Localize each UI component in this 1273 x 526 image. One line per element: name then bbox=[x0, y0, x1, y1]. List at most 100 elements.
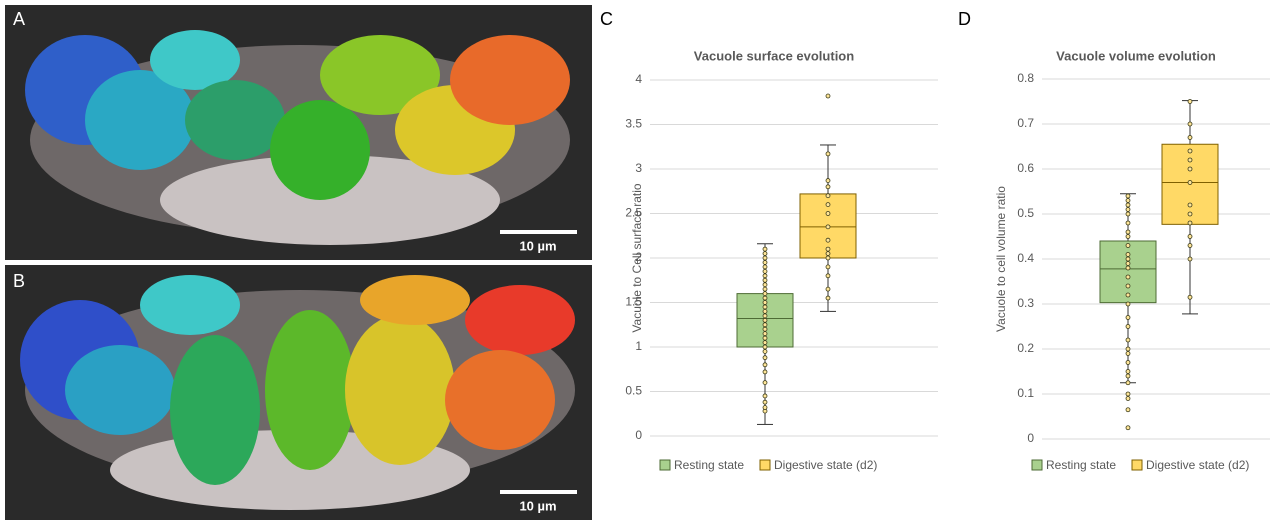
data-point bbox=[762, 313, 768, 319]
data-point bbox=[825, 184, 831, 190]
y-tick-label: 2.5 bbox=[625, 206, 642, 220]
data-point bbox=[762, 308, 768, 314]
data-point bbox=[825, 295, 831, 301]
data-point bbox=[1125, 425, 1131, 431]
legend-label: Digestive state (d2) bbox=[1146, 458, 1249, 472]
data-point bbox=[762, 282, 768, 288]
data-point bbox=[825, 237, 831, 243]
data-point bbox=[762, 260, 768, 265]
shape bbox=[150, 30, 240, 90]
data-point bbox=[825, 93, 831, 99]
data-point bbox=[1125, 265, 1131, 271]
data-point bbox=[825, 211, 831, 216]
data-point bbox=[1125, 315, 1131, 320]
y-tick-label: 1 bbox=[635, 339, 642, 353]
data-point bbox=[1187, 234, 1193, 239]
data-point bbox=[1125, 234, 1131, 239]
data-point bbox=[762, 405, 768, 410]
data-point bbox=[762, 317, 768, 323]
shape bbox=[320, 35, 440, 115]
shape bbox=[445, 350, 555, 450]
data-point bbox=[762, 349, 768, 354]
data-point bbox=[1187, 99, 1193, 104]
data-point bbox=[1125, 351, 1131, 356]
shape bbox=[270, 100, 370, 200]
data-point bbox=[1125, 360, 1131, 365]
data-point bbox=[1125, 373, 1131, 379]
data-point bbox=[1125, 207, 1131, 212]
data-point bbox=[762, 291, 768, 297]
data-point bbox=[762, 380, 768, 386]
data-point bbox=[762, 331, 768, 337]
data-point bbox=[825, 202, 831, 208]
data-point bbox=[1125, 243, 1131, 248]
data-point bbox=[1125, 292, 1131, 298]
image-b: 10 µm B bbox=[5, 265, 592, 520]
data-point bbox=[1125, 193, 1131, 199]
scale-bar-label: 10 µm bbox=[519, 498, 556, 513]
data-point bbox=[762, 355, 768, 361]
data-point bbox=[825, 255, 831, 261]
data-point bbox=[1125, 324, 1131, 329]
image-a: 10 µm A bbox=[5, 5, 592, 260]
legend-swatch bbox=[659, 459, 671, 471]
data-point bbox=[762, 322, 768, 328]
data-point bbox=[1125, 369, 1131, 374]
panel-label: A bbox=[13, 9, 25, 29]
legend-label: Resting state bbox=[674, 458, 744, 472]
y-axis-label: Vacuole to cell volume ratio bbox=[994, 186, 1008, 332]
data-point bbox=[762, 340, 768, 345]
y-axis-label: Vacuole to Cell surface ratio bbox=[630, 183, 644, 333]
data-point bbox=[1187, 157, 1193, 163]
panel-label: B bbox=[13, 271, 25, 291]
data-point bbox=[1187, 166, 1193, 172]
data-point bbox=[1187, 180, 1193, 185]
data-point bbox=[762, 399, 768, 405]
data-point bbox=[1125, 407, 1131, 413]
data-point bbox=[1187, 243, 1193, 248]
data-point bbox=[762, 335, 768, 341]
data-point bbox=[1125, 202, 1131, 208]
shape bbox=[65, 345, 175, 435]
data-point bbox=[825, 246, 831, 252]
chart-title: Vacuole volume evolution bbox=[1056, 48, 1216, 63]
data-point bbox=[762, 264, 768, 270]
data-point bbox=[762, 326, 768, 332]
data-point bbox=[1187, 121, 1193, 127]
data-point bbox=[1187, 135, 1193, 140]
legend-swatch bbox=[759, 459, 771, 471]
data-point bbox=[762, 304, 768, 310]
data-point bbox=[1187, 256, 1193, 262]
chart: C Vacuole surface evolution Vacuole to Cel… bbox=[600, 9, 938, 472]
data-point bbox=[1187, 211, 1193, 217]
y-tick-label: 0.6 bbox=[1017, 161, 1034, 175]
chart: D Vacuole volume evolution Vacuole to cell… bbox=[958, 9, 1270, 472]
shape bbox=[85, 70, 195, 170]
y-tick-label: 0.5 bbox=[1017, 206, 1034, 220]
data-point bbox=[1125, 211, 1131, 217]
data-point bbox=[825, 224, 831, 230]
shape bbox=[265, 310, 355, 470]
data-point bbox=[1125, 391, 1131, 397]
data-point bbox=[1187, 202, 1193, 208]
data-point bbox=[1125, 252, 1131, 257]
shape bbox=[345, 315, 455, 465]
legend-swatch bbox=[1131, 459, 1143, 471]
data-point bbox=[762, 369, 768, 375]
data-point bbox=[762, 273, 768, 279]
data-point bbox=[825, 251, 831, 256]
y-tick-label: 0 bbox=[1027, 431, 1034, 445]
panel-label: D bbox=[958, 9, 971, 29]
data-point bbox=[1125, 337, 1131, 343]
shape bbox=[450, 35, 570, 125]
data-point bbox=[762, 251, 768, 256]
shape bbox=[160, 155, 500, 245]
y-tick-label: 3.5 bbox=[625, 117, 642, 131]
y-tick-label: 0.4 bbox=[1017, 251, 1034, 265]
shape bbox=[465, 285, 575, 355]
legend-label: Resting state bbox=[1046, 458, 1116, 472]
shape bbox=[185, 80, 285, 160]
data-point bbox=[762, 255, 768, 261]
